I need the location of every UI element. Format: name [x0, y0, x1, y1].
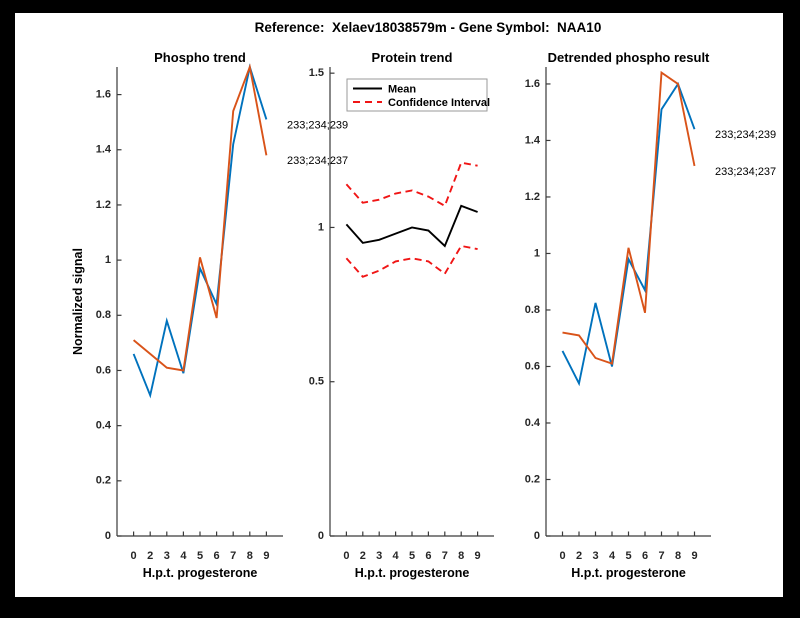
x-tick-label: 5 [625, 550, 631, 562]
x-tick-label: 0 [131, 550, 137, 562]
x-tick-label: 2 [576, 550, 582, 562]
x-tick-label: 8 [247, 550, 253, 562]
x-axis-label: H.p.t. progesterone [571, 566, 686, 580]
x-tick-label: 0 [343, 550, 349, 562]
series-line [345, 204, 478, 248]
legend-entry-label: Confidence Interval [388, 97, 490, 109]
y-tick-label: 1.6 [525, 78, 540, 90]
x-axis-label: H.p.t. progesterone [355, 566, 470, 580]
y-tick-label: 0.6 [96, 364, 111, 376]
x-tick-label: 2 [147, 550, 153, 562]
x-tick-label: 4 [609, 550, 616, 562]
x-tick-label: 5 [197, 550, 203, 562]
x-tick-label: 7 [442, 550, 448, 562]
y-tick-label: 0.4 [96, 420, 112, 432]
figure-title: Reference: Xelaev18038579m - Gene Symbol… [254, 20, 602, 35]
series-line [132, 63, 268, 372]
x-tick-label: 9 [475, 550, 481, 562]
x-tick-label: 7 [658, 550, 664, 562]
x-tick-label: 9 [691, 550, 697, 562]
x-tick-label: 5 [409, 550, 415, 562]
x-tick-label: 3 [164, 550, 170, 562]
y-axis-label: Normalized signal [71, 248, 85, 355]
subplot-title: Detrended phospho result [548, 50, 710, 65]
y-tick-label: 0.6 [525, 360, 540, 372]
y-tick-label: 1.4 [525, 134, 541, 146]
y-tick-label: 1 [318, 221, 324, 233]
series-line [561, 81, 696, 387]
x-tick-label: 0 [559, 550, 565, 562]
x-tick-label: 8 [458, 550, 464, 562]
legend-entry-label: Mean [388, 84, 416, 96]
subplot-title: Phospho trend [154, 50, 246, 65]
series-line [132, 63, 268, 399]
y-tick-label: 1 [534, 247, 540, 259]
y-tick-label: 0.2 [96, 475, 111, 487]
y-tick-label: 0.5 [309, 376, 324, 388]
x-tick-label: 6 [642, 550, 648, 562]
series-end-label: 233;234;239 [715, 129, 776, 141]
y-tick-label: 1.2 [96, 199, 111, 211]
y-tick-label: 0.2 [525, 473, 540, 485]
y-tick-label: 0 [534, 530, 540, 542]
series-line [345, 244, 478, 278]
legend-box [346, 78, 488, 112]
y-tick-label: 0 [105, 530, 111, 542]
x-tick-label: 3 [376, 550, 382, 562]
series-end-label: 233;234;239 [287, 119, 348, 131]
x-tick-label: 7 [230, 550, 236, 562]
y-tick-label: 0.8 [525, 304, 540, 316]
y-tick-label: 0 [318, 530, 324, 542]
y-tick-label: 1.6 [96, 88, 111, 100]
x-tick-label: 8 [675, 550, 681, 562]
subplot-title: Protein trend [372, 50, 453, 65]
x-tick-label: 4 [180, 550, 187, 562]
x-tick-label: 4 [393, 550, 400, 562]
x-tick-label: 2 [360, 550, 366, 562]
y-tick-label: 1.4 [96, 144, 112, 156]
x-tick-label: 9 [263, 550, 269, 562]
y-tick-label: 0.4 [525, 417, 541, 429]
y-tick-label: 1.5 [309, 67, 324, 79]
x-tick-label: 6 [214, 550, 220, 562]
x-tick-label: 6 [425, 550, 431, 562]
series-line [345, 161, 478, 208]
y-tick-label: 0.8 [96, 309, 111, 321]
x-tick-label: 3 [592, 550, 598, 562]
series-end-label: 233;234;237 [287, 155, 348, 167]
y-tick-label: 1 [105, 254, 111, 266]
series-end-label: 233;234;237 [715, 166, 776, 178]
series-line [562, 70, 696, 365]
y-tick-label: 1.2 [525, 191, 540, 203]
x-axis-label: H.p.t. progesterone [143, 566, 258, 580]
